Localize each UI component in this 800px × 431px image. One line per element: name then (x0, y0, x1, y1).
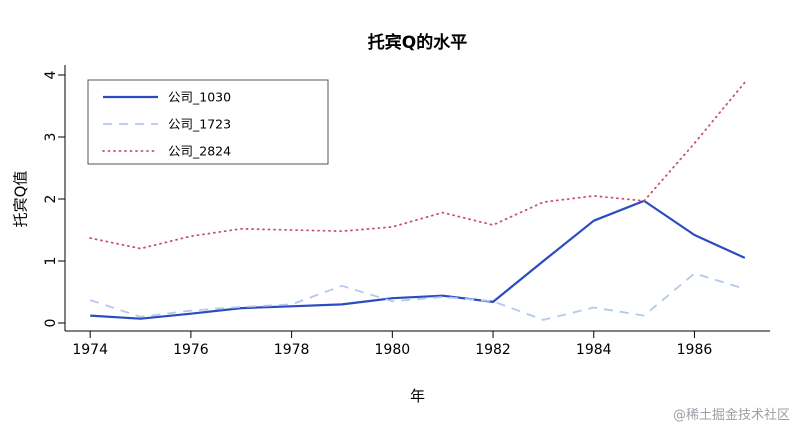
watermark: @稀土掘金技术社区 (672, 408, 790, 423)
legend-label-2: 公司_2824 (168, 143, 231, 158)
y-tick-label: 2 (43, 195, 59, 204)
legend-label-0: 公司_1030 (168, 89, 231, 104)
x-tick-label: 1984 (576, 342, 612, 358)
axes: 0 1 2 3 4 1974 1976 1978 1980 1982 1984 1986 (43, 65, 770, 358)
y-tick-label: 4 (43, 70, 59, 79)
x-tick-label: 1978 (274, 342, 310, 358)
series-line-1 (89, 272, 746, 321)
x-axis-label: 年 (409, 387, 425, 405)
series-line-2 (89, 81, 746, 250)
series-line-0 (90, 199, 746, 320)
y-tick-label: 3 (43, 133, 59, 142)
legend-label-1: 公司_1723 (168, 116, 231, 131)
x-tick-label: 1974 (72, 342, 108, 358)
x-tick-label: 1986 (677, 342, 713, 358)
x-tick-label: 1976 (173, 342, 209, 358)
y-tick-label: 0 (43, 319, 59, 328)
x-tick-label: 1980 (375, 342, 411, 358)
legend-box (87, 79, 329, 165)
chart-title: 托宾Q的水平 (367, 33, 468, 53)
legend: 公司_1030 公司_1723 公司_2824 (87, 79, 329, 165)
x-tick-label: 1982 (475, 342, 511, 358)
y-tick-label: 1 (43, 257, 59, 266)
